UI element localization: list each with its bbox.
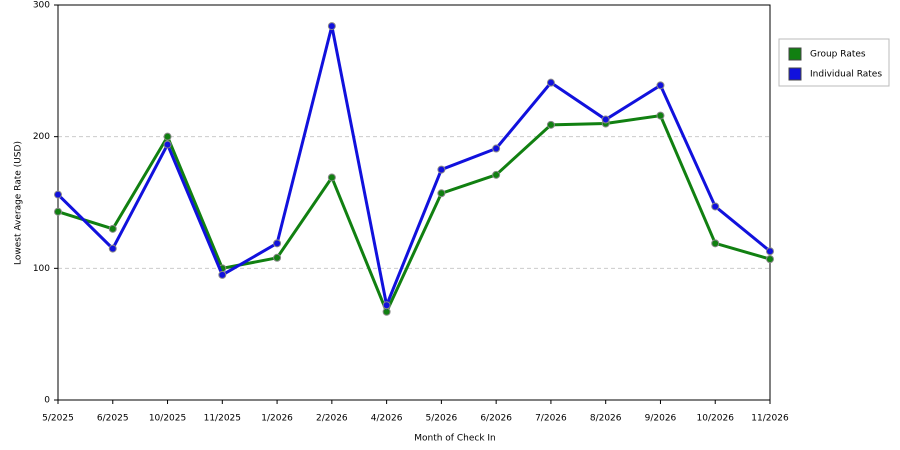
data-point [656,111,665,120]
data-point [492,170,501,179]
data-point [492,144,501,153]
data-point [711,239,720,248]
x-tick-label: 11/2026 [751,414,789,424]
x-axis-label: Month of Check In [414,434,496,444]
data-point [601,115,610,124]
plot-frame [57,4,771,401]
data-point [711,202,720,211]
legend-swatch [788,67,802,81]
data-point [766,255,774,264]
data-point [546,120,555,129]
x-tick-label: 5/2026 [426,414,458,424]
x-tick-label: 11/2025 [204,414,241,424]
data-point [108,244,117,253]
legend-label: Individual Rates [810,70,882,80]
data-point [437,165,446,174]
data-point [382,307,391,316]
data-point [273,253,282,262]
y-tick-label: 0 [44,396,50,406]
data-point [656,81,665,90]
x-tick-label: 6/2025 [97,414,129,424]
data-point [273,239,282,248]
data-point [54,190,62,199]
data-point [108,224,117,233]
legend-swatch [788,47,802,61]
data-point [163,140,172,149]
data-point [766,247,774,256]
y-tick-label: 100 [33,264,50,274]
x-tick-label: 10/2025 [149,414,186,424]
x-tick-label: 2/2026 [316,414,348,424]
data-point [382,301,391,310]
legend-label: Group Rates [810,50,866,60]
series-line [57,113,771,316]
x-tick-label: 10/2026 [697,414,735,424]
data-point [437,189,446,198]
x-tick-label: 6/2026 [480,414,512,424]
series-line [56,25,771,311]
x-tick-label: 5/2025 [42,414,74,424]
x-tick-label: 9/2026 [645,414,677,424]
data-point [163,132,172,141]
x-tick-label: 7/2026 [535,414,567,424]
data-point [546,78,555,87]
data-point [218,270,227,279]
x-tick-label: 1/2026 [261,414,293,424]
legend: Group Rates Individual Rates [778,38,890,87]
x-tick-label: 8/2026 [590,414,622,424]
y-tick-label: 300 [33,1,50,11]
data-point [327,173,336,182]
data-point [54,207,62,216]
y-tick-label: 200 [33,132,50,142]
data-point [327,22,336,31]
y-axis-label: Lowest Average Rate (USD) [14,141,24,265]
x-tick-label: 4/2026 [371,414,403,424]
